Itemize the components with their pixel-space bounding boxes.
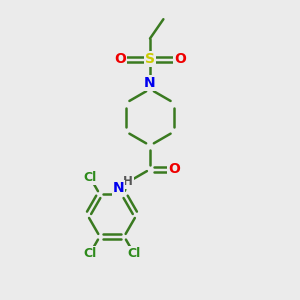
Text: O: O <box>174 52 186 66</box>
Text: Cl: Cl <box>83 247 97 260</box>
Text: N: N <box>113 181 124 195</box>
Text: Cl: Cl <box>127 247 140 260</box>
Text: O: O <box>168 162 180 176</box>
Text: H: H <box>123 175 133 188</box>
Text: S: S <box>145 52 155 66</box>
Text: Cl: Cl <box>83 171 97 184</box>
Text: O: O <box>114 52 126 66</box>
Text: N: N <box>144 76 156 90</box>
